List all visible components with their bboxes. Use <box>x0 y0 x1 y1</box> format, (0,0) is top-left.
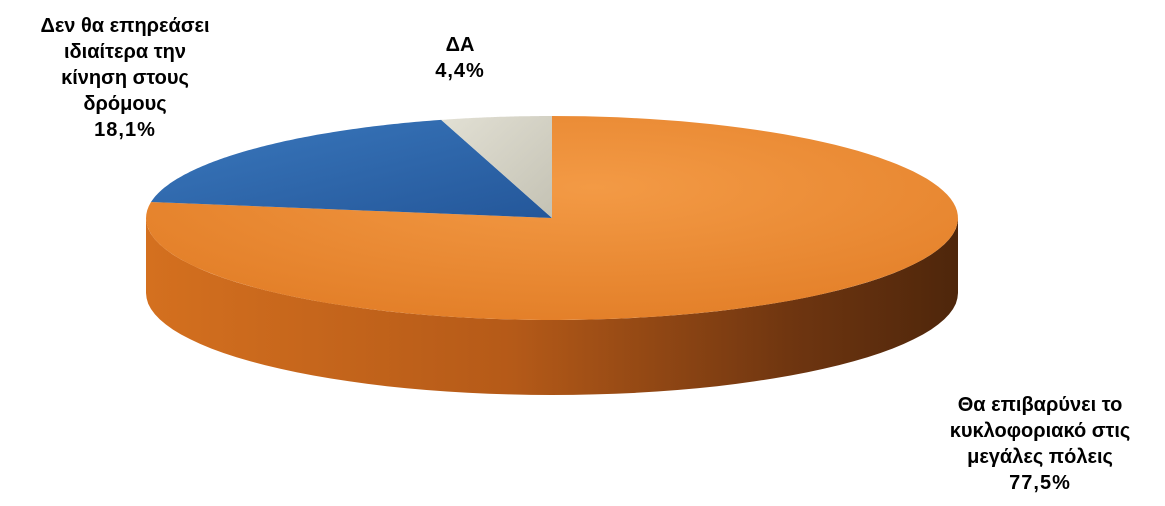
slice-label-value: 4,4% <box>410 58 510 84</box>
slice-label-value: 77,5% <box>915 470 1165 496</box>
slice-label-increase-traffic: Θα επιβαρύνει το κυκλοφοριακό στις μεγάλ… <box>915 392 1165 496</box>
slice-label-no-effect: Δεν θα επηρεάσει ιδιαίτερα την κίνηση στ… <box>0 13 250 143</box>
slice-label-text: ΔΑ <box>410 32 510 58</box>
slice-label-da: ΔΑ 4,4% <box>410 32 510 84</box>
slice-label-text: Δεν θα επηρεάσει ιδιαίτερα την κίνηση στ… <box>0 13 250 117</box>
slice-label-text: Θα επιβαρύνει το κυκλοφοριακό στις μεγάλ… <box>915 392 1165 470</box>
slice-label-value: 18,1% <box>0 117 250 143</box>
